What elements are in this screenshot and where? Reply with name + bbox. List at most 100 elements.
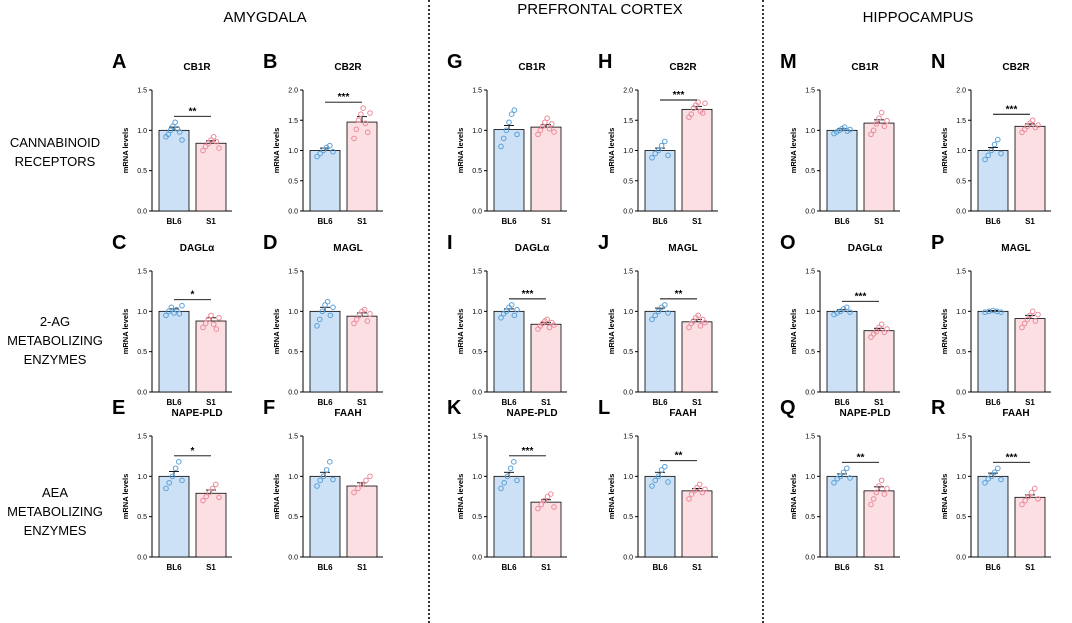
data-point (688, 111, 695, 118)
y-tick-label: 0.0 (472, 555, 482, 562)
data-point (544, 115, 550, 122)
data-point (355, 117, 362, 124)
x-tick-label: S1 (206, 563, 216, 572)
chart-svg: 0.0 0.5 1.0 1.5 2.0 mRNA levels BL6 S1 *** (272, 88, 383, 226)
chart-title: MAGL (1001, 243, 1031, 254)
data-point (841, 124, 848, 130)
data-point (884, 117, 890, 124)
y-tick-label: 1.5 (805, 269, 815, 276)
y-tick-label: 1.0 (805, 309, 815, 316)
y-tick-label: 1.0 (288, 309, 298, 316)
data-point (208, 312, 214, 319)
data-point (697, 323, 704, 329)
y-tick-label: 0.0 (623, 555, 633, 562)
data-point (537, 127, 544, 134)
chart-title: NAPE-PLD (506, 408, 558, 419)
panel-letter: K (447, 397, 462, 419)
data-point (995, 136, 1001, 143)
x-tick-label: BL6 (317, 217, 333, 226)
y-tick-label: 1.5 (805, 88, 815, 95)
data-point (504, 473, 511, 480)
data-point (503, 308, 510, 315)
data-point (840, 469, 847, 476)
chart-svg: 0.0 0.5 1.0 1.5 mRNA levels BL6 S1 (456, 88, 567, 226)
data-point (323, 467, 330, 473)
y-tick-label: 1.5 (956, 434, 966, 441)
data-point (686, 496, 692, 502)
bar-s1 (1014, 125, 1046, 212)
data-point (330, 304, 336, 311)
y-tick-label: 1.0 (956, 309, 966, 316)
y-tick-label: 0.5 (805, 168, 815, 175)
bar-s1 (530, 126, 562, 212)
data-point (216, 145, 222, 151)
panel-letter: D (263, 232, 278, 254)
y-tick-label: 1.5 (472, 434, 482, 441)
data-point (216, 314, 222, 321)
x-tick-label: S1 (874, 398, 884, 407)
data-point (171, 310, 177, 316)
data-point (172, 119, 178, 126)
data-point (695, 99, 701, 105)
data-point (500, 135, 507, 142)
data-point (200, 497, 206, 504)
x-tick-label: S1 (874, 217, 884, 226)
significance-label: ** (675, 289, 683, 300)
data-point (324, 298, 331, 305)
significance-label: *** (522, 289, 534, 300)
data-point (364, 129, 371, 136)
data-point (542, 119, 548, 126)
y-axis-label: mRNA levels (121, 309, 130, 355)
data-point (652, 312, 659, 319)
data-point (511, 312, 518, 319)
y-tick-label: 0.5 (805, 514, 815, 521)
data-point (1028, 489, 1035, 496)
y-tick-label: 0.0 (805, 390, 815, 397)
y-tick-label: 0.0 (956, 390, 966, 397)
data-point (205, 140, 212, 147)
y-tick-label: 0.5 (623, 514, 633, 521)
chart-svg: 0.0 0.5 1.0 1.5 mRNA levels BL6 S1 *** (456, 269, 567, 407)
data-point (173, 306, 180, 313)
data-point (355, 485, 361, 492)
chart-svg: 0.0 0.5 1.0 1.5 mRNA levels BL6 S1 ** (789, 434, 900, 572)
x-tick-label: S1 (541, 398, 551, 407)
data-point (330, 476, 336, 483)
y-axis-label: mRNA levels (940, 309, 949, 355)
chart-title: NAPE-PLD (839, 408, 891, 419)
data-point (844, 465, 850, 472)
bar-s1 (863, 490, 895, 558)
data-point (508, 111, 515, 118)
bar-s1 (530, 501, 562, 558)
data-point (548, 491, 554, 497)
data-point (498, 485, 504, 492)
data-point (514, 306, 520, 313)
y-axis-label: mRNA levels (272, 474, 281, 520)
panel-p: 0.0 0.5 1.0 1.5 mRNA levels BL6 S1 P MAGL (931, 233, 1051, 407)
data-point (840, 306, 847, 312)
x-tick-label: S1 (1025, 398, 1035, 407)
y-axis-label: mRNA levels (940, 128, 949, 174)
data-point (991, 141, 998, 148)
y-tick-label: 1.0 (805, 474, 815, 481)
x-tick-label: S1 (874, 563, 884, 572)
panel-e: 0.0 0.5 1.0 1.5 mRNA levels BL6 S1 * E NAPE-PLD (112, 398, 232, 572)
data-point (327, 312, 334, 319)
data-point (847, 475, 853, 481)
y-tick-label: 0.0 (288, 390, 298, 397)
data-point (991, 469, 998, 476)
data-point (364, 318, 371, 324)
chart-title: FAAH (334, 408, 362, 419)
y-tick-label: 0.5 (288, 178, 298, 185)
data-point (360, 105, 366, 111)
data-point (506, 119, 512, 126)
y-tick-label: 0.5 (623, 178, 633, 185)
chart-svg: 0.0 0.5 1.0 1.5 mRNA levels BL6 S1 *** (456, 434, 567, 572)
chart-title: DAGLα (179, 243, 215, 254)
y-axis-label: mRNA levels (456, 128, 465, 174)
chart-svg: 0.0 0.5 1.0 1.5 mRNA levels BL6 S1 * (121, 434, 232, 572)
y-tick-label: 1.0 (472, 474, 482, 481)
data-point (314, 483, 320, 489)
data-point (165, 308, 172, 315)
